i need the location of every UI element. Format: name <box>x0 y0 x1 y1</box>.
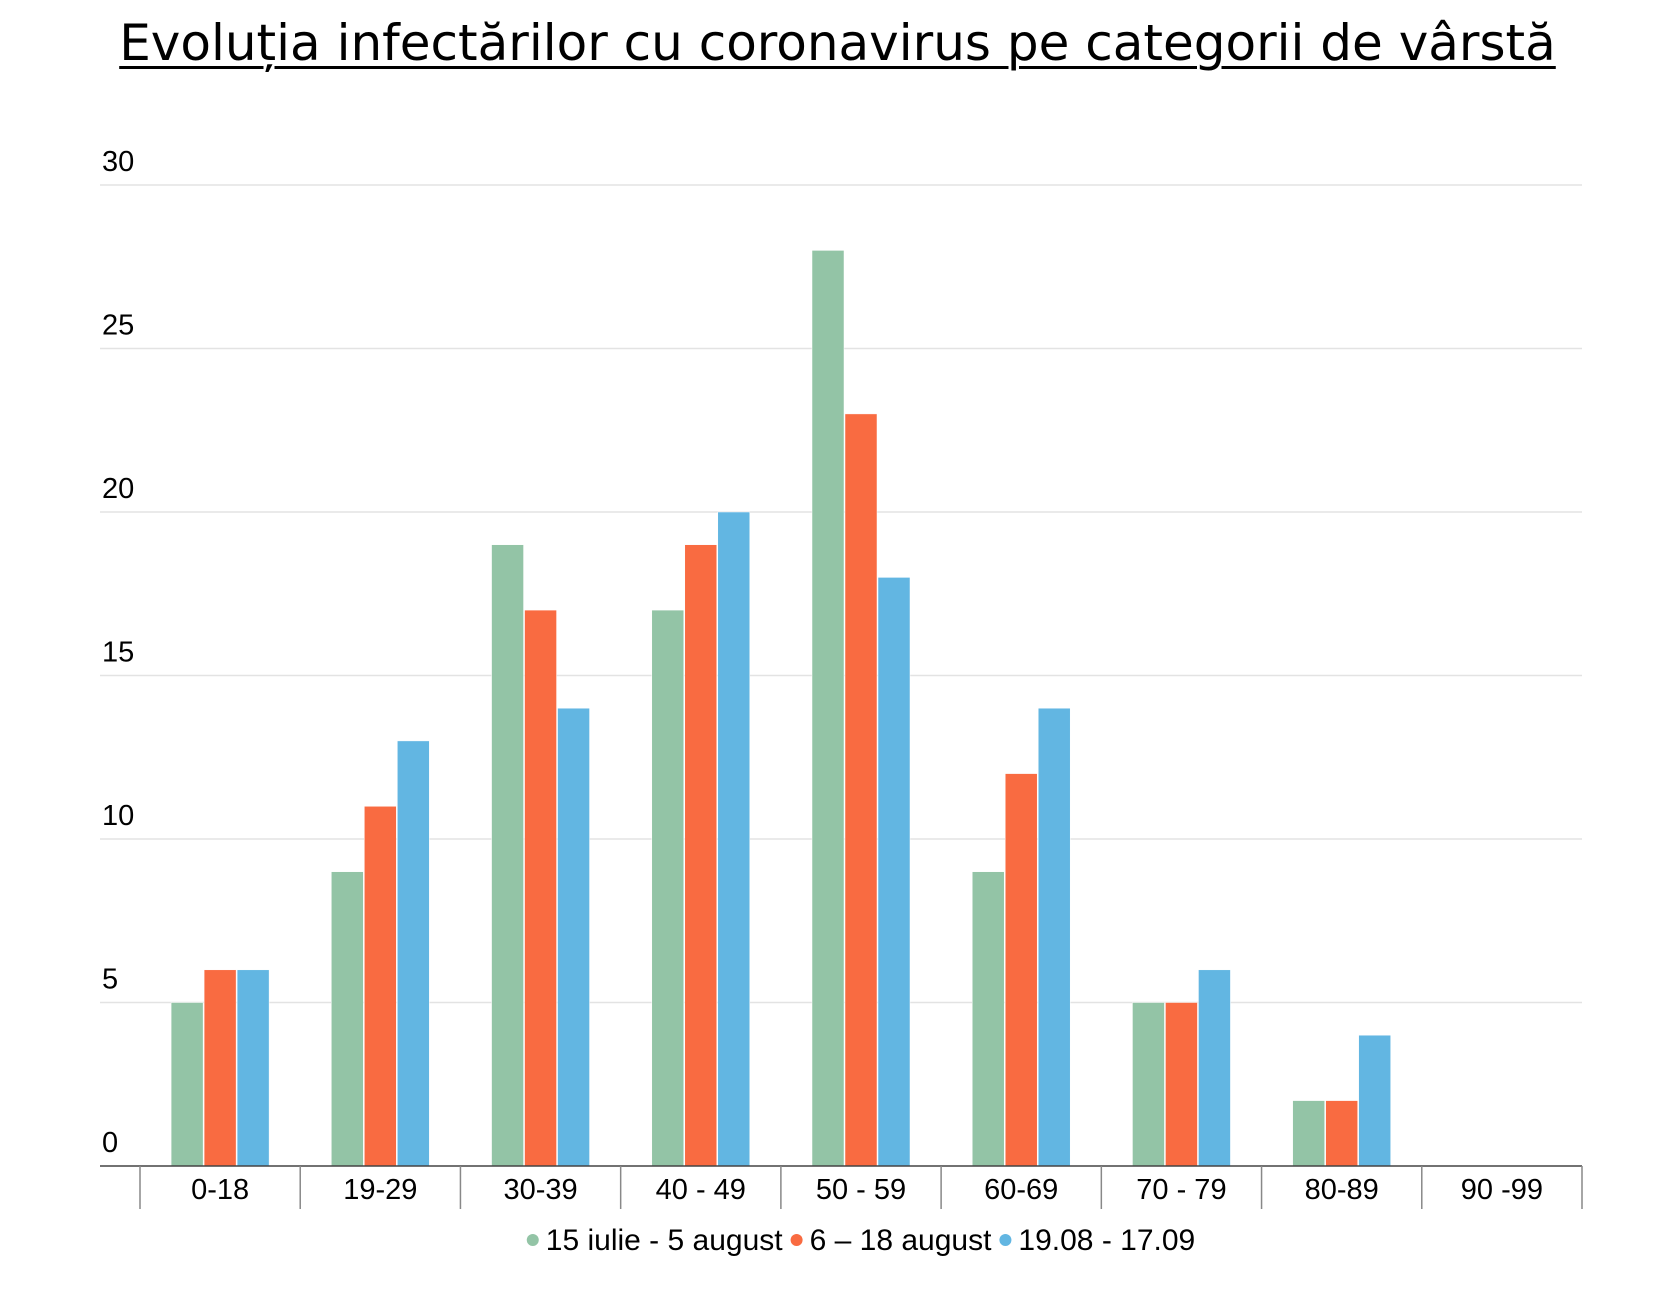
legend-marker <box>790 1234 803 1246</box>
bar <box>684 544 718 1167</box>
x-tick-label: 50 - 59 <box>816 1174 906 1206</box>
bar <box>1325 1100 1358 1167</box>
legend-items: 15 iulie - 5 august 6 – 18 august 19.08 - … <box>526 1224 1195 1257</box>
bar <box>1132 1002 1165 1167</box>
x-tick-label: 19-29 <box>343 1174 417 1206</box>
legend-label: 19.08 - 17.09 <box>1018 1224 1195 1257</box>
legend-item: 6 – 18 august <box>790 1224 992 1257</box>
legend: 15 iulie - 5 august 6 – 18 august 19.08 - … <box>526 1224 1195 1257</box>
bar <box>331 871 364 1167</box>
bar <box>1292 1100 1325 1167</box>
x-tick-label: 90 -99 <box>1461 1174 1543 1206</box>
bar <box>1165 1002 1198 1167</box>
bar <box>236 969 270 1167</box>
x-tick-label: 0-18 <box>191 1174 249 1206</box>
bar <box>364 806 397 1167</box>
y-tick-label: 25 <box>102 310 134 342</box>
legend-item: 15 iulie - 5 august <box>526 1224 783 1257</box>
y-tick-label: 0 <box>102 1127 118 1159</box>
y-tick-label: 10 <box>102 800 134 832</box>
bar <box>524 609 557 1167</box>
legend-label: 15 iulie - 5 august <box>546 1224 783 1257</box>
legend-marker <box>999 1234 1012 1246</box>
legend-marker <box>526 1234 539 1246</box>
bar <box>717 511 751 1167</box>
chart-title: Evoluția infectărilor cu coronavirus pe … <box>119 14 1556 72</box>
x-tick-label: 70 - 79 <box>1136 1174 1226 1206</box>
x-tick-label: 40 - 49 <box>656 1174 746 1206</box>
bar <box>1358 1034 1391 1167</box>
bar <box>203 969 237 1167</box>
y-tick-label: 5 <box>102 964 118 996</box>
x-tick-label: 80-89 <box>1305 1174 1379 1206</box>
bar <box>491 544 524 1167</box>
y-tick-label: 30 <box>102 146 134 178</box>
axes: 0 5 10 15 20 25 30 0-18 19-29 30-39 40 - 49 50 - 59… <box>100 146 1583 1209</box>
bar <box>877 577 911 1167</box>
x-tick-label: 30-39 <box>503 1174 577 1206</box>
y-tick-label: 20 <box>102 473 134 505</box>
bar <box>557 707 590 1167</box>
bar <box>971 871 1005 1167</box>
bar <box>397 740 430 1167</box>
bar <box>170 1002 204 1167</box>
bar <box>1037 707 1071 1167</box>
bars <box>170 250 1391 1167</box>
legend-label: 6 – 18 august <box>810 1224 992 1257</box>
bar <box>811 250 845 1167</box>
x-tick-label: 60-69 <box>984 1174 1058 1206</box>
bar <box>651 609 685 1167</box>
bar <box>844 413 878 1167</box>
legend-item: 19.08 - 17.09 <box>999 1224 1195 1257</box>
bar <box>1198 969 1231 1167</box>
bar <box>1004 773 1038 1167</box>
y-tick-label: 15 <box>102 637 134 669</box>
